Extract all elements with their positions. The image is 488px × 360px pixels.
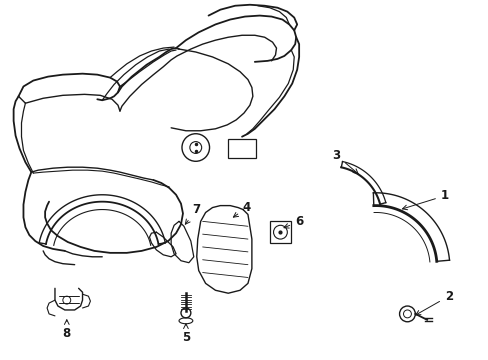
Text: 6: 6 [284, 215, 303, 228]
Text: 3: 3 [332, 149, 357, 174]
Bar [228, 139, 255, 158]
Bar [269, 221, 291, 243]
Text: 1: 1 [402, 189, 448, 210]
Text: 7: 7 [185, 203, 201, 224]
Text: 4: 4 [233, 201, 250, 217]
Text: 2: 2 [415, 290, 452, 315]
Text: 5: 5 [182, 324, 190, 344]
Text: 8: 8 [62, 320, 71, 340]
